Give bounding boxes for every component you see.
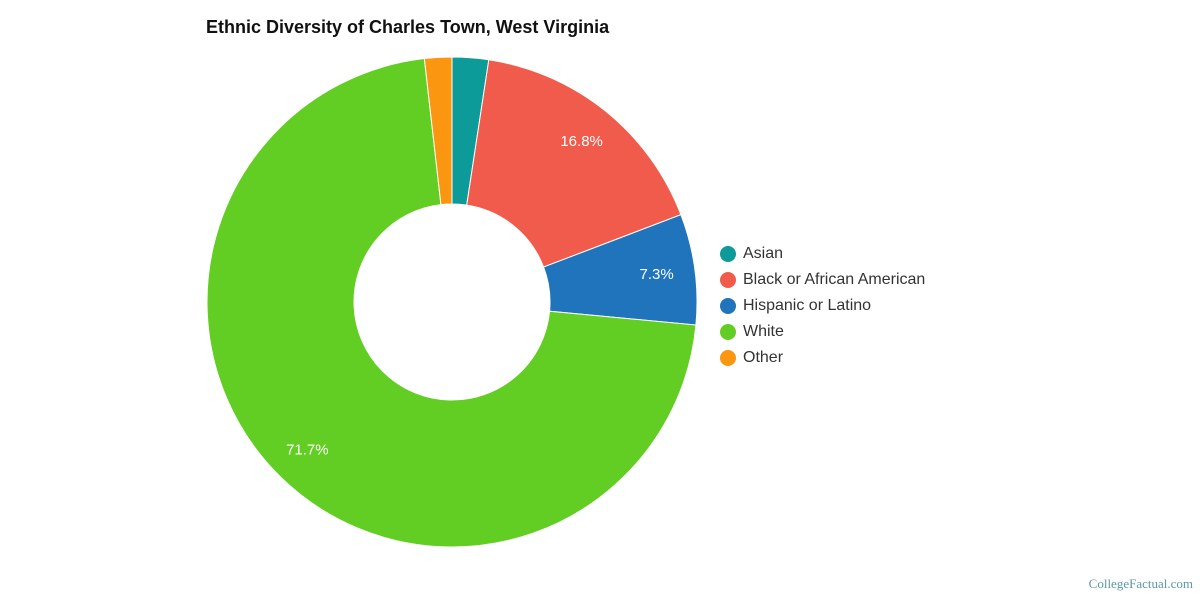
legend-item-hispanic[interactable]: Hispanic or Latino [720,293,925,319]
legend-swatch-icon [720,324,736,340]
slice-labels: 16.8% 7.3% 71.7% [286,133,674,458]
legend-label: White [743,323,784,340]
legend-label: Hispanic or Latino [743,297,872,314]
legend-item-other[interactable]: Other [720,345,925,371]
slice-black[interactable] [466,59,682,268]
legend-label: Black or African American [743,271,926,288]
legend-swatch-icon [720,246,736,262]
source-credit[interactable]: CollegeFactual.com [1088,576,1193,591]
slice-data-label: 16.8% [560,133,603,150]
legend: Asian Black or African American Hispanic… [720,241,925,371]
slice-other[interactable] [423,56,453,206]
donut-slices [206,56,698,548]
legend-swatch-icon [720,350,736,366]
legend-label: Other [743,349,784,366]
legend-item-asian[interactable]: Asian [720,241,925,267]
slice-white[interactable] [206,58,697,548]
legend-label: Asian [743,245,784,262]
chart-title: Ethnic Diversity of Charles Town, West V… [206,17,610,37]
legend-item-white[interactable]: White [720,319,925,345]
legend-item-black[interactable]: Black or African American [720,267,925,293]
legend-swatch-icon [720,298,736,314]
legend-swatch-icon [720,272,736,288]
slice-data-label: 71.7% [286,441,329,458]
slice-data-label: 7.3% [640,266,674,283]
